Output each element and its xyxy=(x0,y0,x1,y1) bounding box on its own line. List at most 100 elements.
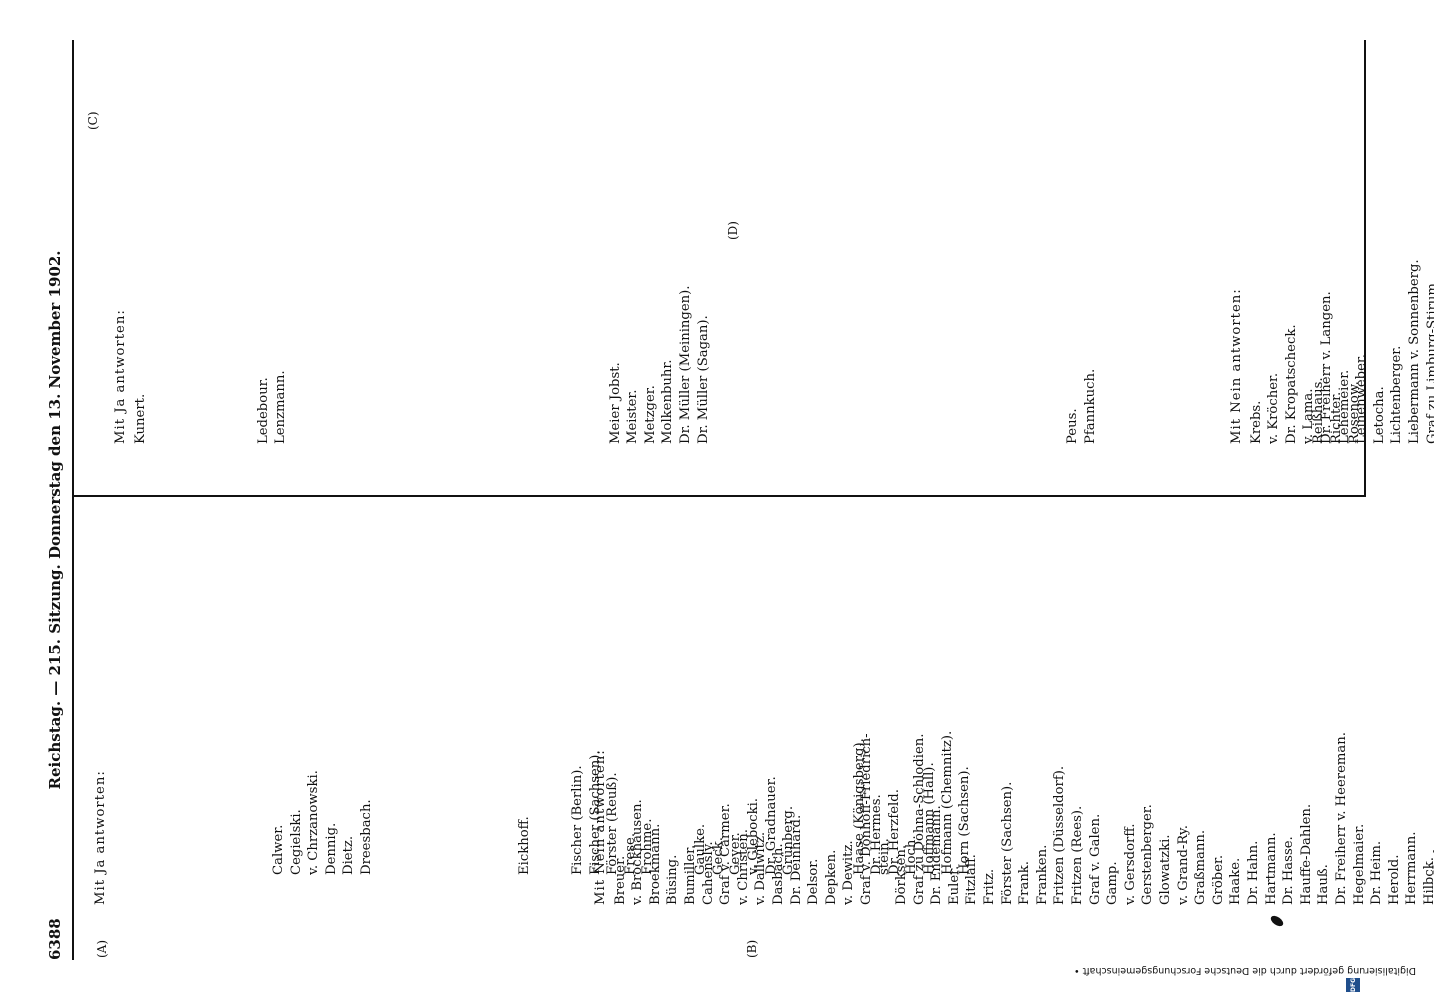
member-name: Hartmann. xyxy=(1263,832,1279,905)
list-gap xyxy=(1205,286,1223,445)
member-name: Fritz. xyxy=(982,868,998,905)
member-name: Dr. Heim. xyxy=(1369,840,1385,905)
list-gap xyxy=(1029,286,1047,445)
list-gap xyxy=(481,731,499,905)
margin-letter-c: (C) xyxy=(86,111,100,130)
right-nein-column: Mit Nein antworten: Krebs. v. Kröcher. Dr.… xyxy=(1228,244,1434,444)
list-gap xyxy=(1099,286,1117,445)
member-name: Frank. xyxy=(1017,861,1033,905)
list-gap xyxy=(783,286,801,445)
member-name: Gerstenberger. xyxy=(1140,804,1156,905)
member-name: Meister. xyxy=(625,389,641,444)
member-name: Bumiller. xyxy=(682,844,698,905)
list-gap xyxy=(325,286,343,445)
member-name: Calwer. xyxy=(270,824,286,875)
list-gap xyxy=(501,286,519,445)
list-gap xyxy=(483,286,501,445)
list-gap xyxy=(959,286,977,445)
member-name: Graf v. Dönhoff-Friedrich- xyxy=(858,733,874,905)
member-name: Graf v. Galen. xyxy=(1087,813,1103,905)
list-gap xyxy=(571,286,589,445)
list-gap xyxy=(290,286,308,445)
member-name: Dr. Endemann. xyxy=(929,805,945,905)
member-name: v. Brockhausen. xyxy=(630,799,646,905)
list-gap xyxy=(147,731,165,905)
member-name: Leinenweber. xyxy=(1354,354,1370,444)
member-name: Meier Jobst. xyxy=(607,362,623,444)
member-name: Dasbach. xyxy=(770,843,786,905)
member-name: v. Christen. xyxy=(735,829,751,905)
member-name: Hegelmaier. xyxy=(1351,823,1367,905)
list-gap xyxy=(466,286,484,445)
member-name: Cahensly. xyxy=(700,841,716,905)
margin-letter-d: (D) xyxy=(726,221,740,240)
list-gap xyxy=(1117,286,1135,445)
member-name: v. Dewitz. xyxy=(841,840,857,905)
member-name: Peus. xyxy=(1065,408,1081,444)
list-gap xyxy=(941,286,959,445)
list-gap xyxy=(200,731,218,905)
member-name: v. Dallwitz. xyxy=(753,831,769,905)
list-gap xyxy=(446,731,464,905)
list-gap xyxy=(1170,286,1188,445)
member-name: Dreesbach. xyxy=(358,799,374,875)
list-gap xyxy=(818,286,836,445)
ja-heading: Mit Ja antworten: xyxy=(113,309,128,444)
member-name: Breuer. xyxy=(612,855,628,905)
member-name: Dr. Hasse. xyxy=(1281,836,1297,905)
member-name: Metzger. xyxy=(642,385,658,444)
member-name: Cegielski. xyxy=(288,809,304,875)
member-name: Büsing. xyxy=(665,854,681,905)
member-name: Depken. xyxy=(823,849,839,905)
list-gap xyxy=(853,286,871,445)
list-gap xyxy=(730,286,748,445)
member-name: Dr. Freiherr v. Langen. xyxy=(1318,291,1334,444)
list-gap xyxy=(463,731,481,905)
page-header: 6388 Reichstag. — 215. Sitzung. Donnerst… xyxy=(46,80,70,961)
list-gap xyxy=(376,731,394,905)
list-gap xyxy=(534,731,552,905)
member-name: Dr. Deinhard. xyxy=(788,814,804,905)
member-name: Herold. xyxy=(1386,854,1402,905)
nein-heading: Mit Nein antworten: xyxy=(1229,288,1244,444)
list-gap xyxy=(235,731,253,905)
list-gap xyxy=(149,286,167,445)
member-name: v. Gersdorff. xyxy=(1122,823,1138,905)
dfg-logo: DFG xyxy=(1346,978,1360,992)
member-name: Hilbck. xyxy=(1421,857,1434,905)
list-gap xyxy=(536,286,554,445)
list-gap xyxy=(554,286,572,445)
list-gap xyxy=(712,286,730,445)
list-gap xyxy=(129,731,147,905)
list-gap xyxy=(1046,286,1064,445)
left-nein-column: Mit Nein antworten: Breuer. v. Brockhause… xyxy=(592,732,1434,905)
member-name: Dennig. xyxy=(323,822,339,875)
member-name: v. Grand-Ry. xyxy=(1175,825,1191,905)
member-name: Hauffe-Dahlen. xyxy=(1298,803,1314,905)
member-name: Dr. Freiherr v. Heereman. xyxy=(1333,732,1349,905)
list-gap xyxy=(393,731,411,905)
list-gap xyxy=(112,731,130,905)
list-gap xyxy=(431,286,449,445)
list-gap xyxy=(976,286,994,445)
list-gap xyxy=(202,286,220,445)
list-gap xyxy=(167,286,185,445)
list-gap xyxy=(888,286,906,445)
member-name: Krebs. xyxy=(1248,400,1264,444)
digitization-credit: Digitalisierung gefördert durch die Deut… xyxy=(1074,965,1416,976)
list-gap xyxy=(800,286,818,445)
member-name: Gamp. xyxy=(1105,861,1121,905)
member-name: Graf zu Dohna-Schlodien. xyxy=(911,733,927,905)
member-name: v. Kröcher. xyxy=(1266,372,1282,444)
list-gap xyxy=(747,286,765,445)
member-name: Lichtenberger. xyxy=(1389,345,1405,444)
list-gap xyxy=(164,731,182,905)
list-gap xyxy=(182,731,200,905)
list-gap xyxy=(994,286,1012,445)
member-name: Euler. xyxy=(946,865,962,905)
list-gap xyxy=(360,286,378,445)
member-name: Lenzmann. xyxy=(273,370,289,444)
member-name: Dörksen. xyxy=(894,844,910,905)
list-gap xyxy=(184,286,202,445)
list-gap xyxy=(448,286,466,445)
